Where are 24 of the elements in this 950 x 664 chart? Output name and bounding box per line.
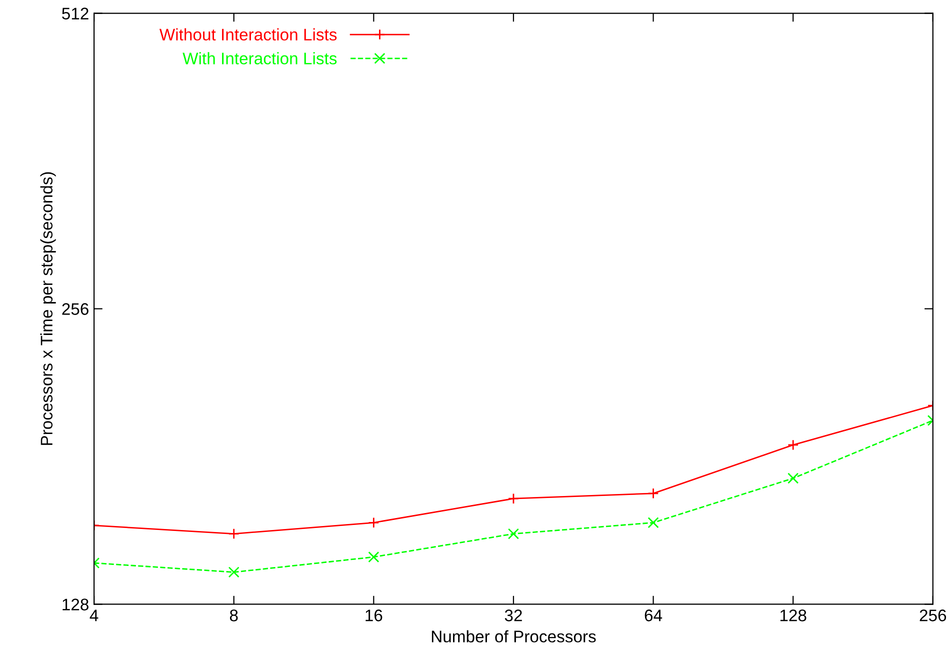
point — [648, 517, 659, 528]
legend-label: Without Interaction Lists — [159, 28, 337, 41]
x-tick-label: 16 — [366, 610, 382, 622]
legend-label: With Interaction Lists — [182, 52, 337, 64]
y-tick-label: 256 — [62, 303, 88, 315]
x-tick-label: 4 — [90, 610, 98, 622]
x-tick-label: 32 — [504, 610, 522, 622]
point — [648, 488, 659, 499]
point — [228, 528, 240, 540]
point — [788, 439, 799, 450]
x-tick-label: 128 — [780, 610, 806, 622]
y-tick-label: 512 — [62, 8, 88, 20]
point — [228, 566, 240, 578]
y-tick-label: 128 — [62, 598, 88, 610]
x-tick-label: 8 — [230, 610, 238, 622]
point — [508, 493, 520, 504]
x-tick-label: 64 — [644, 610, 662, 622]
point — [508, 528, 520, 540]
x-axis-title: Number of Processors — [432, 630, 596, 642]
x-tick-label: 256 — [920, 610, 946, 622]
point — [368, 517, 380, 528]
y-axis-title: Processors x Time per step(seconds) — [40, 172, 56, 445]
point — [368, 551, 380, 563]
point — [788, 472, 799, 484]
